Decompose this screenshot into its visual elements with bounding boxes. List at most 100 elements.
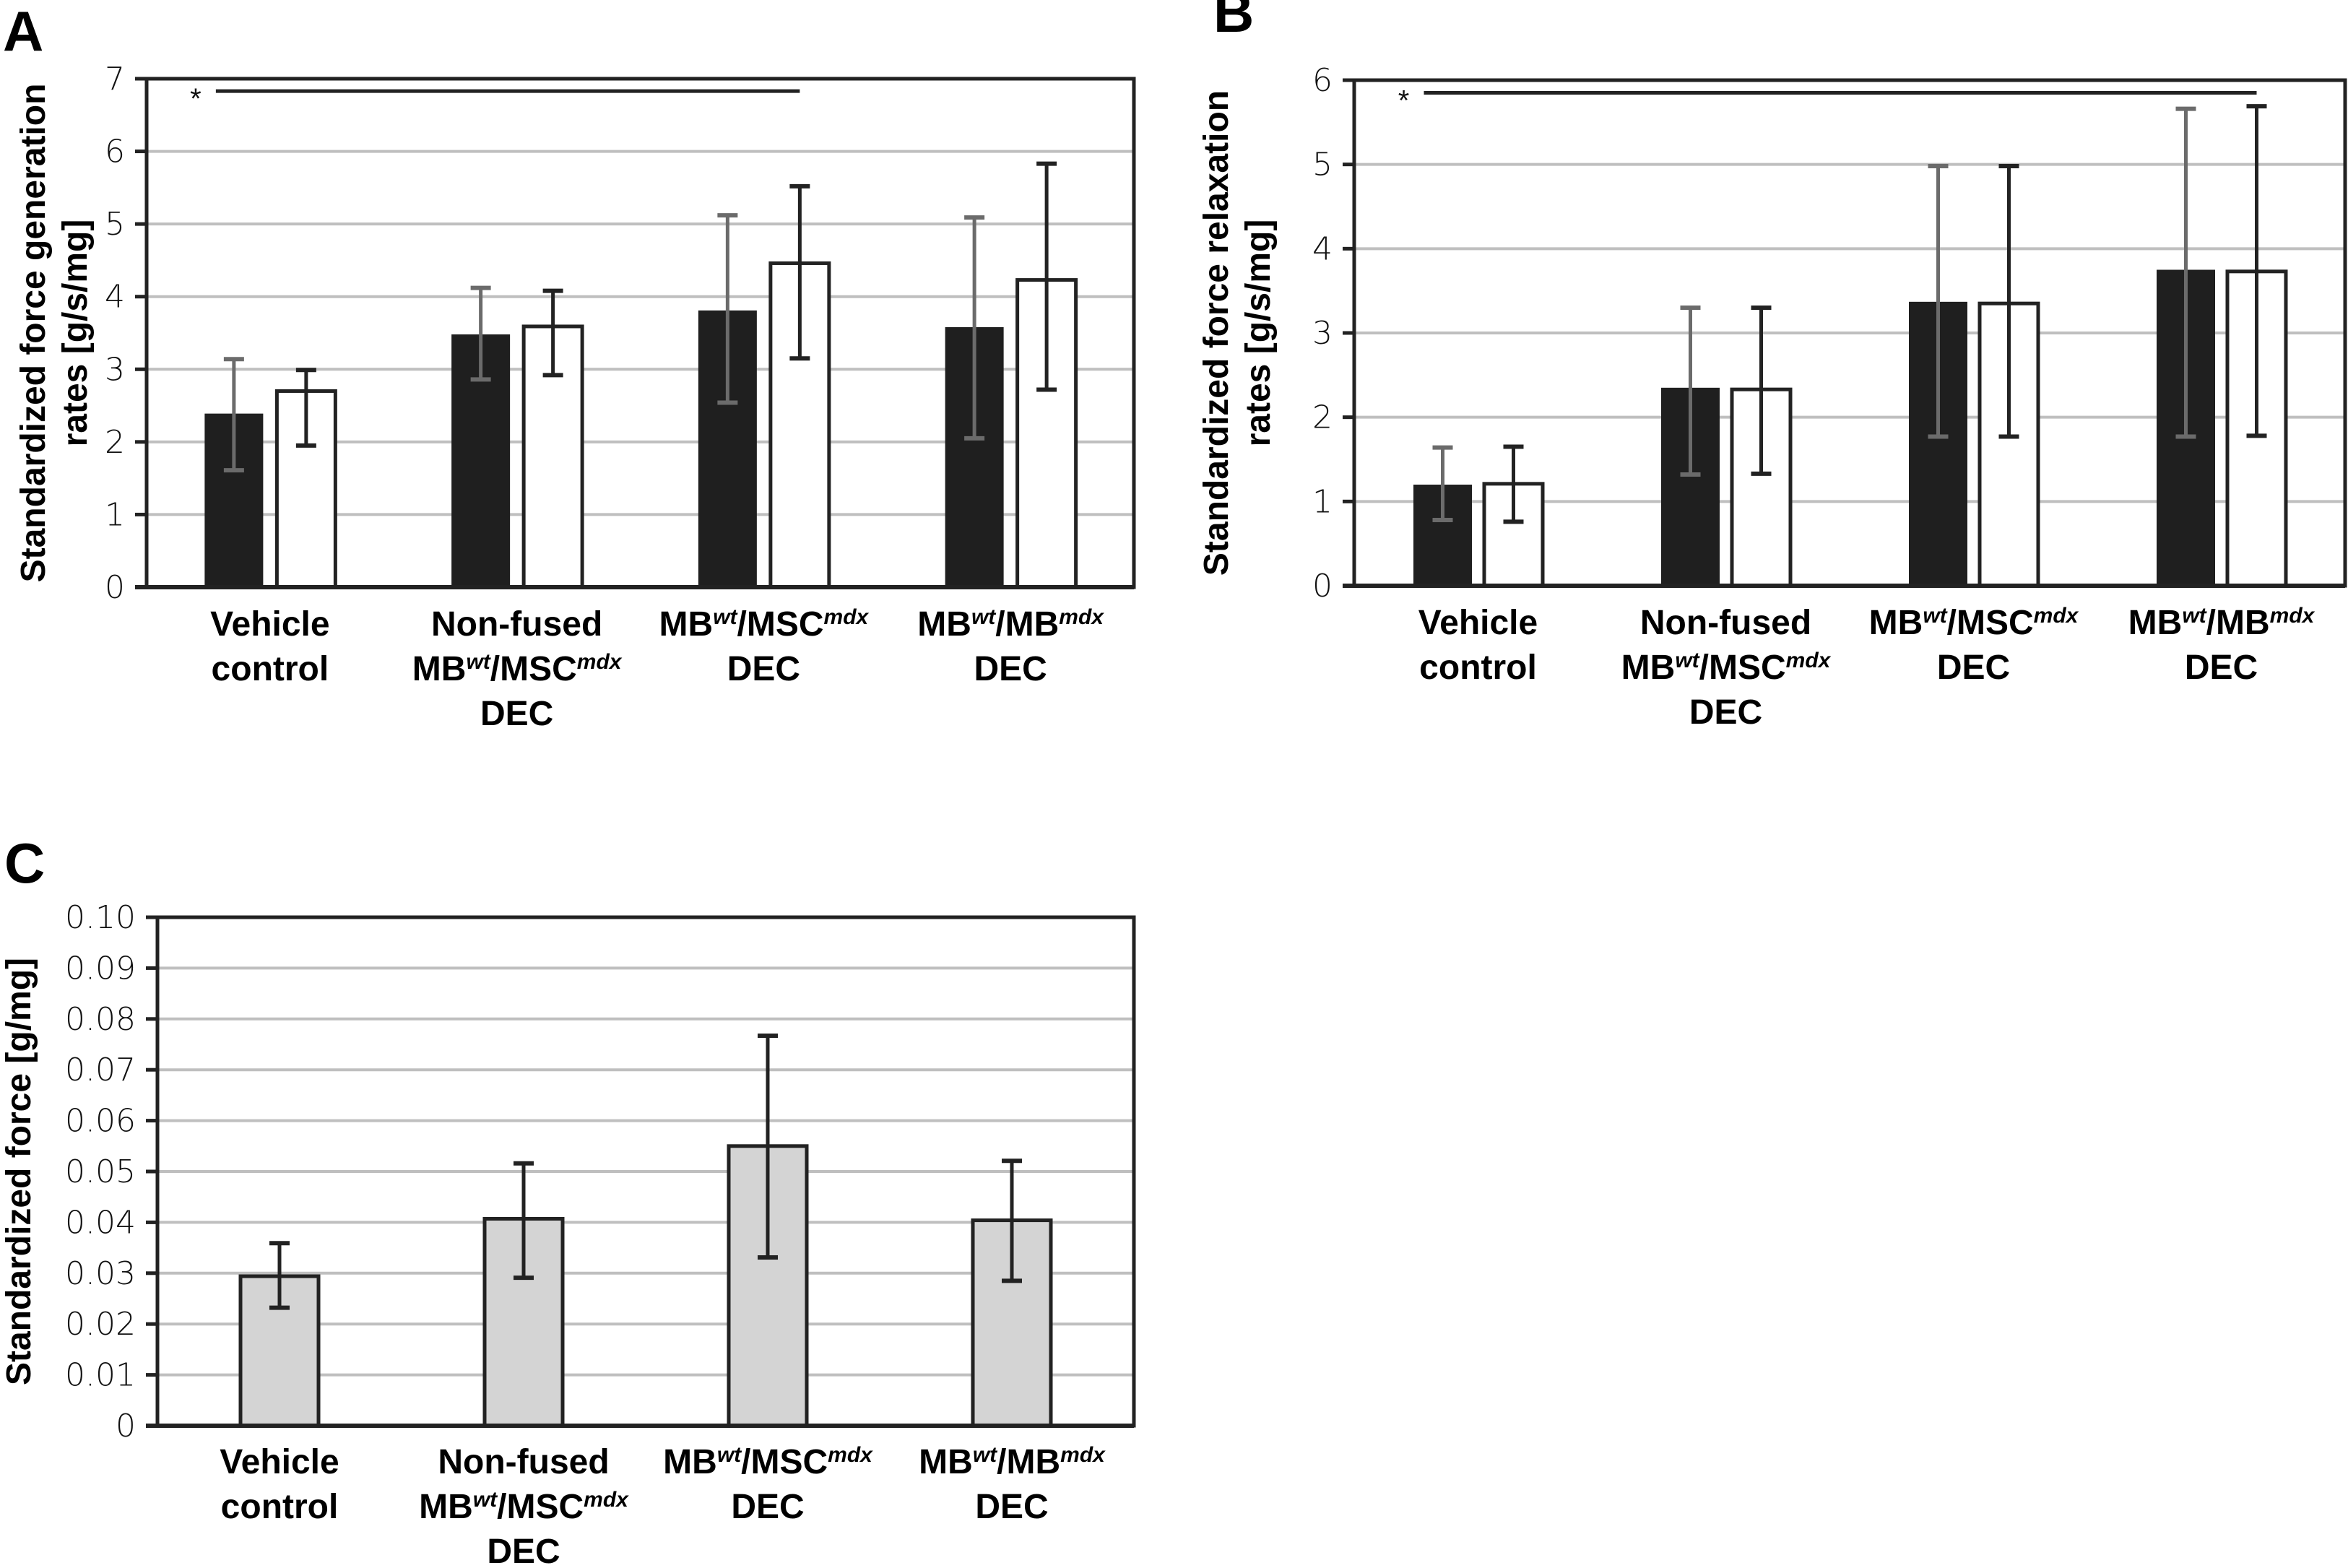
x-category-label-sup: wt [971,605,997,629]
x-category-label-part: Vehicle [210,605,329,644]
y-tick-label: 0.10 [65,899,136,936]
x-category-label-part: MB [663,1443,717,1481]
x-category-label-sup: mdx [1060,1443,1106,1467]
x-category-label-sup: mdx [1059,605,1104,629]
y-tick-label: 0 [116,1408,136,1444]
x-category-label-sup: wt [1675,649,1700,672]
x-category-label-part: /MB [2206,604,2270,642]
x-category-label-part: control [1419,649,1537,687]
x-category-label-part: DEC [1689,693,1762,732]
y-tick-label: 5 [105,206,125,243]
x-category-label-part: /MB [997,1443,1060,1481]
x-category-label-sup: wt [717,1443,742,1467]
x-category-label-part: Non-fused [438,1443,609,1481]
x-category-label-part: MB [412,650,467,688]
y-tick-label: 0.05 [65,1153,136,1190]
y-tick-label: 0.01 [65,1357,136,1394]
x-category-label-part: DEC [2185,649,2258,687]
x-category-label-part: MB [919,1443,973,1481]
x-category-label-part: Non-fused [431,605,602,644]
x-category-label: Non-fused MBwt/MSCmdx DEC [419,1443,629,1568]
x-category-label-sup: wt [713,605,738,629]
x-category-label-part: DEC [480,695,553,733]
y-axis-label-line: rates [g/s/mg] [1239,220,1278,447]
x-category-label-part: DEC [974,650,1047,688]
y-axis-label-line: Standardized force [g/mg] [0,958,38,1385]
y-tick-label: 0.08 [65,1001,136,1038]
x-category-label-part: /MSC [737,605,824,644]
x-category-label-part: /MSC [497,1488,584,1526]
y-tick-label: 4 [105,279,125,316]
y-tick-label: 3 [105,351,125,388]
x-category-label-part: /MSC [1947,604,2034,642]
y-tick-label: 6 [1312,62,1333,99]
y-axis-label-line: rates [g/s/mg] [56,220,95,447]
y-axis-label: Standardized force generation rates [g/s/… [14,84,95,583]
y-tick-label: 0.04 [65,1204,136,1241]
x-category-label: Non-fused MBwt/MSCmdx DEC [412,605,623,733]
x-category-label-part: Vehicle [1418,604,1538,642]
y-tick-label: 2 [105,424,125,461]
x-category-label-part: Vehicle [220,1443,339,1481]
x-category-label: MBwt/MSCmdx DEC [1869,604,2079,688]
panel-c: C 0 0.01 0.02 0.03 0.04 0.05 0.06 0.07 0.08 0.09 0… [0,831,1136,1568]
x-category-label-part: DEC [731,1488,804,1526]
x-category-label-part: MB [2128,604,2183,642]
y-tick-label: 0.03 [65,1255,136,1292]
significance-star: * [1398,85,1410,117]
panel-letter-c: C [4,831,45,895]
x-category-label: Vehicle control [220,1443,339,1526]
x-category-label-part: MB [1869,604,1923,642]
panel-b: B 0 1 2 3 4 5 6 * Standardized force relaxation r… [1197,0,2347,732]
x-category-label-part: DEC [727,650,800,688]
panel-letter-b: B [1213,0,1254,44]
y-tick-label: 1 [1312,483,1333,520]
panel-letter-a: A [3,0,43,63]
y-tick-label: 0.06 [65,1103,136,1140]
y-tick-label: 0.09 [65,950,136,987]
x-category-label: MBwt/MSCmdx DEC [663,1443,873,1527]
x-category-label-part: /MB [995,605,1059,644]
y-axis-label: Standardized force [g/mg] [0,958,38,1385]
x-category-label: Vehicle control [210,605,329,688]
x-category-label-sup: mdx [824,605,870,629]
x-category-label-part: control [221,1488,339,1526]
y-tick-label: 7 [105,61,125,98]
x-category-label: MBwt/MBmdx DEC [919,1443,1106,1527]
y-tick-label: 6 [105,134,125,170]
y-tick-label: 5 [1312,147,1333,183]
x-category-label: MBwt/MSCmdx DEC [659,605,870,689]
x-category-label-part: DEC [1937,649,2010,687]
x-category-label-sup: mdx [577,650,623,674]
x-category-label-part: control [212,650,329,688]
x-category-label-part: DEC [975,1488,1048,1526]
x-category-label-sup: wt [1923,604,1948,628]
y-tick-label: 0 [1312,568,1333,605]
x-category-label-part: MB [659,605,714,644]
y-tick-label: 0.07 [65,1052,136,1088]
y-axis-label: Standardized force relaxation rates [g/s/… [1197,90,1278,576]
x-category-label-sup: wt [2182,604,2207,628]
y-tick-label: 0.02 [65,1306,136,1343]
x-category-label: MBwt/MBmdx DEC [2128,604,2315,688]
x-category-label-part: MB [917,605,971,644]
x-category-label-sup: wt [466,650,491,674]
y-axis-label-line: Standardized force generation [14,84,53,583]
y-tick-label: 4 [1312,230,1333,267]
significance-star: * [190,83,202,115]
x-category-label: MBwt/MBmdx DEC [917,605,1104,689]
x-category-label-part: Non-fused [1640,604,1811,642]
x-category-label-sup: mdx [828,1443,873,1467]
x-category-label: Vehicle control [1418,604,1538,687]
x-category-label-part: MB [419,1488,473,1526]
x-category-label-sup: mdx [584,1488,629,1512]
x-category-label-sup: mdx [2270,604,2315,628]
y-axis-label-line: Standardized force relaxation [1197,90,1236,576]
y-tick-label: 0 [105,569,125,606]
x-category-label-sup: mdx [1786,649,1832,672]
x-category-label: Non-fused MBwt/MSCmdx DEC [1621,604,1832,732]
x-category-label-part: /MSC [490,650,577,688]
panel-a: A 0 1 2 3 4 5 6 7 * Standardized force generation… [3,0,1136,733]
x-category-label-sup: wt [973,1443,998,1467]
